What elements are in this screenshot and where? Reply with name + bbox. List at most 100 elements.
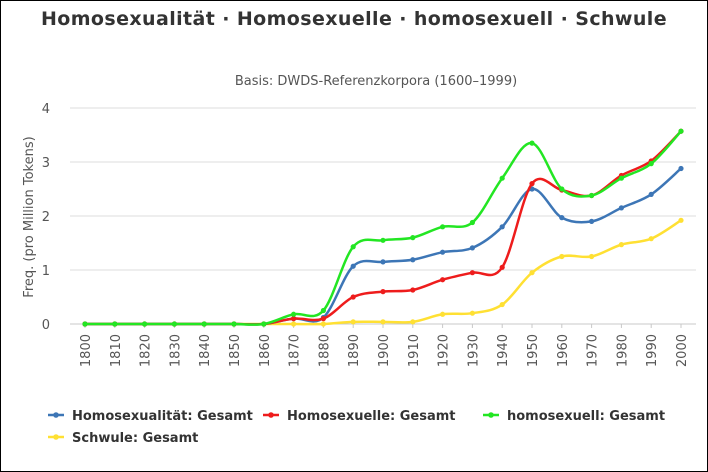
x-tick-label: 1870 bbox=[288, 334, 303, 367]
data-point bbox=[380, 237, 386, 243]
x-tick-label: 1970 bbox=[586, 334, 601, 367]
data-point bbox=[589, 218, 595, 224]
data-point bbox=[380, 289, 386, 295]
data-point bbox=[410, 287, 416, 293]
data-point bbox=[320, 321, 326, 327]
data-point bbox=[529, 140, 535, 146]
data-point bbox=[529, 270, 535, 276]
data-point bbox=[291, 321, 297, 327]
data-point bbox=[380, 319, 386, 325]
legend-item: homosexuell: Gesamt bbox=[483, 409, 665, 424]
data-point bbox=[648, 161, 654, 167]
data-point bbox=[559, 253, 565, 260]
legend-marker bbox=[53, 412, 59, 418]
data-point bbox=[261, 321, 267, 327]
data-point bbox=[589, 192, 595, 199]
legend-label: Homosexuelle: Gesamt bbox=[287, 409, 456, 424]
legend-item: Homosexuelle: Gesamt bbox=[263, 409, 456, 424]
legend-label: Homosexualität: Gesamt bbox=[72, 409, 253, 424]
x-tick-label: 1950 bbox=[526, 334, 541, 367]
data-point bbox=[410, 319, 416, 325]
data-point bbox=[529, 181, 535, 187]
data-point bbox=[618, 205, 625, 211]
x-tick-label: 2000 bbox=[675, 334, 690, 367]
data-point bbox=[320, 316, 326, 322]
data-point bbox=[291, 316, 297, 322]
x-tick-label: 1910 bbox=[407, 334, 422, 367]
x-tick-label: 1840 bbox=[198, 334, 213, 367]
data-point bbox=[589, 253, 595, 260]
data-point bbox=[112, 321, 118, 327]
data-point bbox=[678, 165, 684, 172]
y-tick-label: 4 bbox=[42, 102, 50, 117]
legend-label: Schwule: Gesamt bbox=[72, 431, 198, 446]
x-tick-label: 1860 bbox=[258, 334, 273, 367]
data-point bbox=[231, 321, 237, 327]
data-point bbox=[499, 175, 505, 181]
x-tick-label: 1820 bbox=[139, 334, 154, 367]
series-line bbox=[85, 219, 682, 326]
data-point bbox=[201, 321, 207, 327]
data-point bbox=[469, 310, 475, 316]
x-tick-label: 1960 bbox=[556, 334, 571, 367]
data-point bbox=[469, 219, 475, 226]
legend-marker bbox=[268, 412, 274, 418]
data-point bbox=[142, 321, 148, 327]
data-point bbox=[618, 242, 625, 248]
data-point bbox=[499, 224, 505, 230]
x-tick-label: 1810 bbox=[109, 334, 124, 367]
data-point bbox=[350, 294, 356, 300]
y-tick-label: 2 bbox=[42, 210, 50, 225]
data-point bbox=[440, 224, 446, 230]
data-point bbox=[469, 270, 475, 276]
series-1 bbox=[82, 128, 684, 327]
x-tick-label: 1990 bbox=[645, 334, 660, 367]
x-tick-label: 1980 bbox=[615, 334, 630, 367]
data-point bbox=[499, 264, 505, 270]
y-tick-label: 1 bbox=[42, 264, 50, 279]
x-axis: 1800 1810 1820 1830 1840 1850 1860 1870 1880 1890… bbox=[79, 324, 690, 367]
grid: 0 1 2 3 4 bbox=[42, 102, 696, 333]
data-point bbox=[350, 244, 356, 250]
x-tick-label: 1850 bbox=[228, 334, 243, 367]
data-point bbox=[678, 217, 684, 223]
y-tick-label: 0 bbox=[42, 318, 50, 333]
data-point bbox=[320, 307, 326, 314]
y-axis-label: Freq. (pro Million Tokens) bbox=[22, 136, 37, 297]
data-point bbox=[440, 277, 446, 283]
x-tick-label: 1830 bbox=[168, 334, 183, 367]
data-point bbox=[380, 259, 386, 265]
x-tick-label: 1890 bbox=[347, 334, 362, 367]
data-point bbox=[469, 245, 475, 251]
data-point bbox=[618, 175, 625, 181]
y-tick-label: 3 bbox=[42, 156, 50, 171]
x-tick-label: 1930 bbox=[466, 334, 481, 367]
legend-marker bbox=[488, 412, 494, 418]
legend-item: Homosexualität: Gesamt bbox=[48, 409, 253, 424]
series-group bbox=[82, 128, 684, 327]
legend: Homosexualität: Gesamt Homosexuelle: Gesa… bbox=[48, 409, 665, 446]
series-0 bbox=[82, 165, 684, 327]
data-point bbox=[350, 319, 356, 325]
x-tick-label: 1880 bbox=[317, 334, 332, 367]
chart-subtitle: Basis: DWDS-Referenzkorpora (1600–1999) bbox=[235, 74, 517, 89]
x-tick-label: 1940 bbox=[496, 334, 511, 367]
data-point bbox=[440, 249, 446, 255]
data-point bbox=[648, 236, 654, 242]
data-point bbox=[559, 215, 565, 221]
data-point bbox=[410, 235, 416, 241]
series-line bbox=[85, 130, 682, 326]
data-point bbox=[648, 191, 654, 197]
chart-title: Homosexualität · Homosexuelle · homosexu… bbox=[40, 8, 667, 30]
series-3 bbox=[82, 217, 684, 327]
legend-marker bbox=[53, 434, 59, 440]
legend-label: homosexuell: Gesamt bbox=[507, 409, 665, 424]
x-tick-label: 1900 bbox=[377, 334, 392, 367]
series-line bbox=[85, 167, 682, 326]
data-point bbox=[440, 311, 446, 317]
data-point bbox=[678, 128, 684, 134]
legend-item: Schwule: Gesamt bbox=[48, 431, 198, 446]
data-point bbox=[171, 321, 177, 327]
